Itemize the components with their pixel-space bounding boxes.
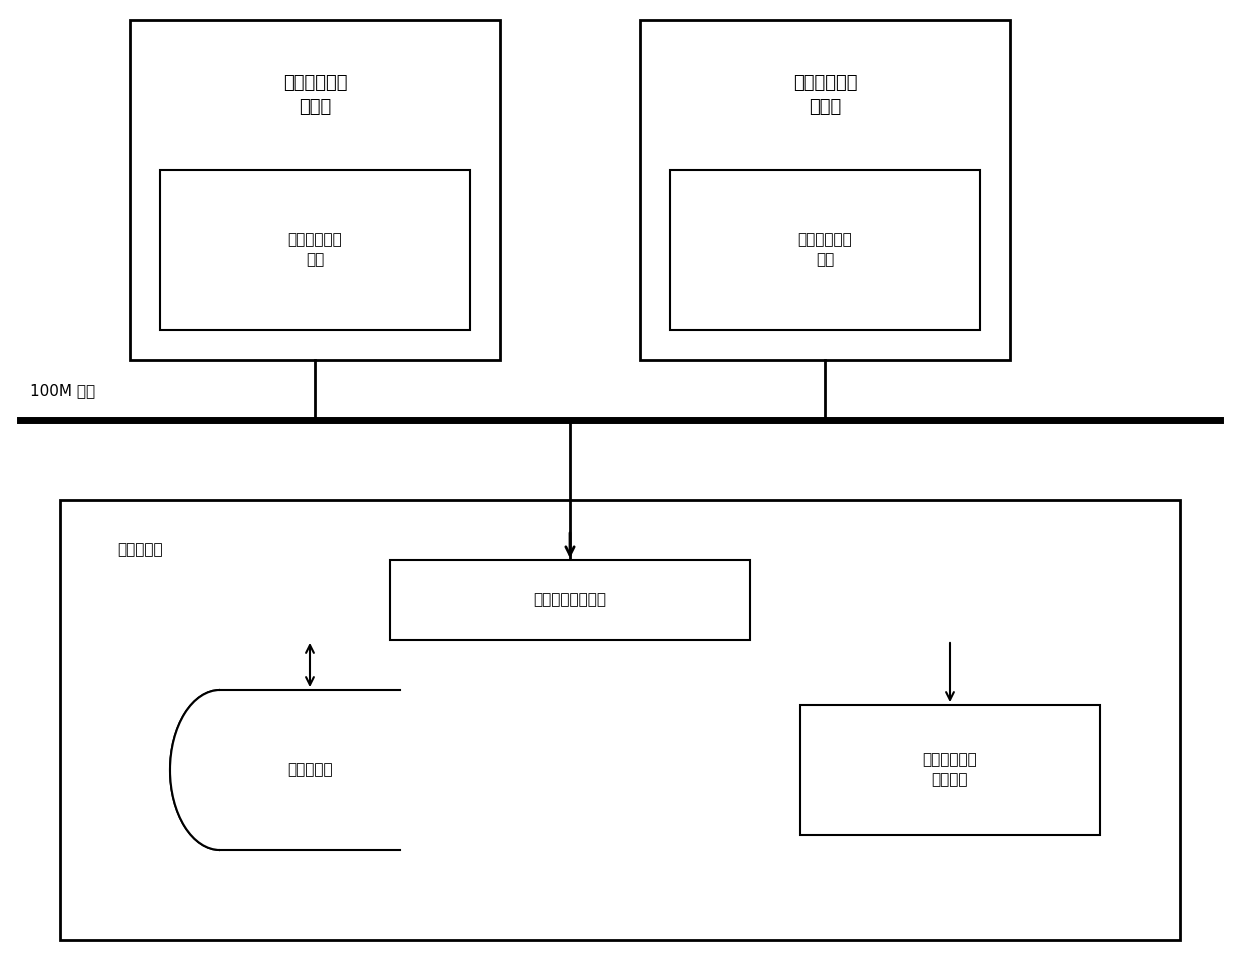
- Bar: [60, 500, 1180, 940]
- Bar: [640, 20, 1011, 360]
- Ellipse shape: [170, 690, 270, 850]
- Text: 监控中心仿真
模块: 监控中心仿真 模块: [797, 233, 852, 268]
- Bar: [160, 170, 470, 330]
- Text: 监控中心仿真
工作站: 监控中心仿真 工作站: [792, 74, 857, 116]
- Ellipse shape: [350, 690, 450, 850]
- Ellipse shape: [170, 690, 270, 850]
- Text: 调度中心仿真
工作站: 调度中心仿真 工作站: [283, 74, 347, 116]
- Bar: [219, 690, 401, 850]
- Bar: [219, 688, 453, 852]
- Bar: [130, 20, 500, 360]
- Bar: [800, 705, 1100, 835]
- Text: 调度常识服务模块: 调度常识服务模块: [533, 593, 606, 607]
- Text: 实训数据库: 实训数据库: [288, 763, 332, 777]
- Ellipse shape: [350, 690, 450, 850]
- Bar: [391, 560, 750, 640]
- Bar: [219, 688, 402, 852]
- Text: 仿真服务器: 仿真服务器: [118, 543, 162, 558]
- Bar: [670, 170, 980, 330]
- Text: 100M 网络: 100M 网络: [30, 383, 95, 398]
- Text: 调度中心仿真
模块: 调度中心仿真 模块: [288, 233, 342, 268]
- Text: 变电所自动化
仿真模块: 变电所自动化 仿真模块: [923, 752, 977, 787]
